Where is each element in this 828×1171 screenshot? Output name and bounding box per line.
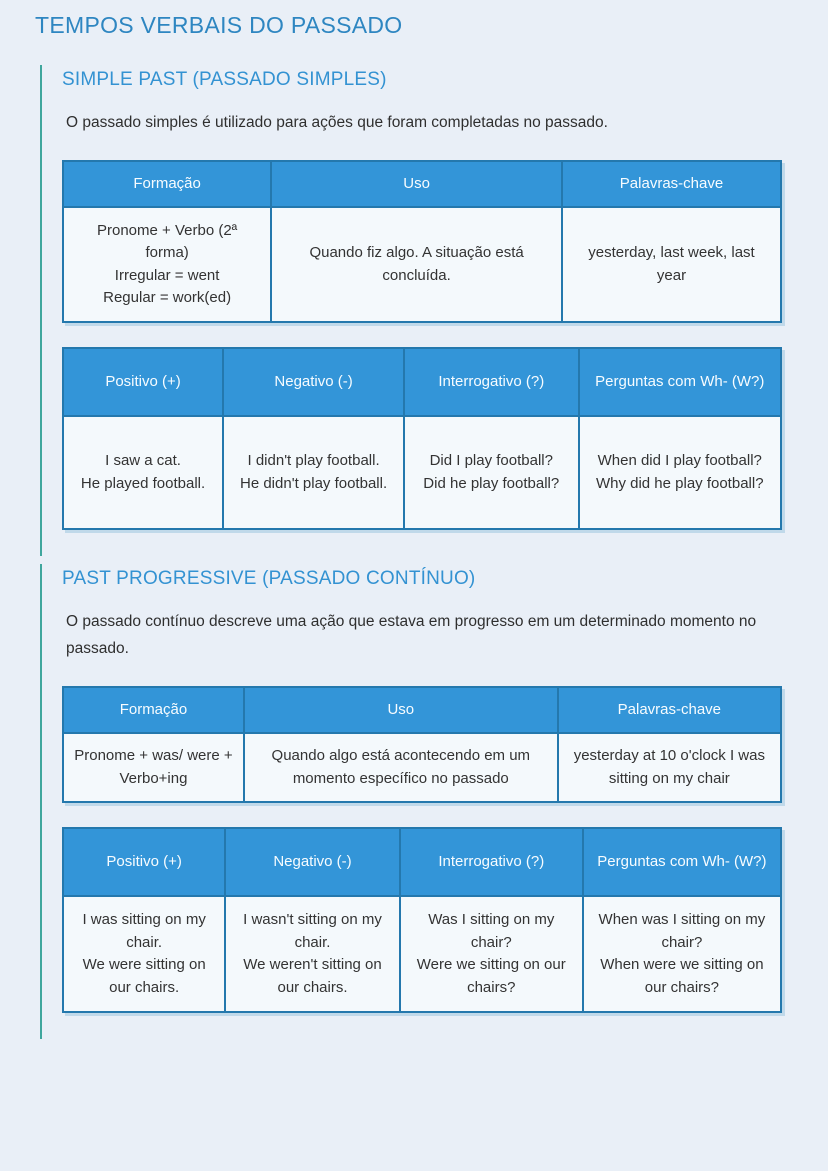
table-cell-negativo: I wasn't sitting on my chair. We weren't… [224,895,401,1014]
table-cell-palavras-chave: yesterday, last week, last year [561,206,782,324]
table-cell-uso: Quando algo está acontecendo em um momen… [242,732,559,804]
table-row: Pronome + was/ were + Verbo+ing Quando a… [62,732,783,804]
column-header-palavras-chave: Palavras-chave [561,160,782,209]
table-cell-positivo: I was sitting on my chair. We were sitti… [61,895,227,1014]
table-header-row: Formação Uso Palavras-chave [62,686,783,735]
column-header-interrogativo: Interrogativo (?) [398,827,584,898]
column-header-negativo: Negativo (-) [222,347,406,418]
table-cell-negativo: I didn't play football. He didn't play f… [222,415,406,531]
section-heading-simple-past: SIMPLE PAST (PASSADO SIMPLES) [62,69,387,90]
column-header-positivo: Positivo (+) [61,347,225,418]
table-cell-interrogativo: Did I play football? Did he play footbal… [403,415,580,531]
column-header-perguntas-wh: Perguntas com Wh- (W?) [581,827,783,898]
past-progressive-overview-table: Formação Uso Palavras-chave Pronome + wa… [62,686,783,804]
table-cell-formacao: Pronome + Verbo (2ª forma) Irregular = w… [61,206,273,324]
past-progressive-forms-table: Positivo (+) Negativo (-) Interrogativo … [61,827,783,1014]
column-header-interrogativo: Interrogativo (?) [403,347,580,418]
section-description: O passado simples é utilizado para ações… [66,114,608,131]
column-header-negativo: Negativo (-) [224,827,401,898]
column-header-formacao: Formação [62,686,245,735]
column-header-uso: Uso [270,160,563,209]
column-header-perguntas-wh: Perguntas com Wh- (W?) [577,347,782,418]
document-page: TEMPOS VERBAIS DO PASSADO SIMPLE PAST (P… [35,12,783,1040]
section-simple-past: SIMPLE PAST (PASSADO SIMPLES) O passado … [40,65,782,557]
table-header-row: Positivo (+) Negativo (-) Interrogativo … [61,827,783,898]
table-header-row: Formação Uso Palavras-chave [61,160,782,209]
section-past-progressive: PAST PROGRESSIVE (PASSADO CONTÍNUO) O pa… [40,564,783,1040]
table-row: I was sitting on my chair. We were sitti… [61,895,783,1014]
table-cell-uso: Quando fiz algo. A situação está concluí… [270,206,563,324]
section-description: O passado contínuo descreve uma ação que… [66,613,757,658]
table-cell-positivo: I saw a cat. He played football. [61,415,225,531]
table-row: I saw a cat. He played football. I didn'… [61,415,782,531]
table-header-row: Positivo (+) Negativo (-) Interrogativo … [61,347,782,418]
simple-past-overview-table: Formação Uso Palavras-chave Pronome + Ve… [61,160,782,324]
table-cell-perguntas-wh: When did I play football? Why did he pla… [577,415,782,531]
section-heading-past-progressive: PAST PROGRESSIVE (PASSADO CONTÍNUO) [62,568,476,590]
table-row: Pronome + Verbo (2ª forma) Irregular = w… [61,206,782,324]
column-header-uso: Uso [242,686,559,735]
column-header-positivo: Positivo (+) [61,827,227,898]
simple-past-forms-table: Positivo (+) Negativo (-) Interrogativo … [61,347,782,531]
table-cell-palavras-chave: yesterday at 10 o'clock I was sitting on… [556,732,783,804]
table-cell-formacao: Pronome + was/ were + Verbo+ing [62,732,245,804]
column-header-palavras-chave: Palavras-chave [556,686,783,735]
page-title: TEMPOS VERBAIS DO PASSADO [35,12,403,38]
table-cell-interrogativo: Was I sitting on my chair? Were we sitti… [398,895,584,1014]
table-cell-perguntas-wh: When was I sitting on my chair? When wer… [581,895,783,1014]
column-header-formacao: Formação [61,160,273,209]
